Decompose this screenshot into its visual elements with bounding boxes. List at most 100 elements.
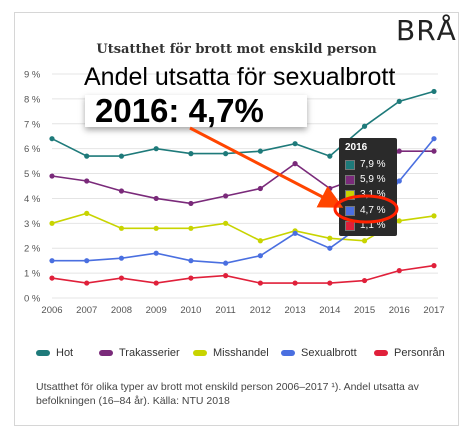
data-point <box>49 136 55 142</box>
legend-label-trakasserier: Trakasserier <box>119 347 180 359</box>
legend-label-personran: Personrån <box>394 347 445 359</box>
data-point <box>84 280 90 286</box>
data-point <box>431 148 437 154</box>
annotation-headline: Andel utsatta för sexualbrott <box>84 63 396 91</box>
legend-swatch-hot <box>36 350 50 356</box>
x-tick-label: 2016 <box>389 305 410 316</box>
y-tick-label: 2 % <box>24 244 41 255</box>
tooltip-swatch-misshandel <box>345 189 355 200</box>
data-point <box>396 218 402 224</box>
data-point <box>223 273 229 279</box>
y-tick-label: 4 % <box>24 194 41 205</box>
y-tick-label: 6 % <box>24 144 41 155</box>
data-point <box>49 173 55 179</box>
legend-item-trakasserier[interactable]: Trakasserier <box>99 345 180 361</box>
data-point <box>49 258 55 264</box>
legend-label-hot: Hot <box>56 347 74 359</box>
data-point <box>292 161 298 167</box>
tooltip-value-trakasserier: 5,9 % <box>360 174 386 185</box>
data-point <box>118 225 125 231</box>
data-point <box>153 280 159 286</box>
data-point <box>431 263 437 269</box>
data-point <box>431 136 437 142</box>
data-point <box>361 238 368 244</box>
y-tick-label: 8 % <box>24 94 41 105</box>
data-point <box>292 141 298 147</box>
y-tick-label: 3 % <box>24 219 41 230</box>
x-tick-label: 2011 <box>215 305 235 316</box>
x-tick-label: 2012 <box>250 305 271 316</box>
legend-item-sexualbrott[interactable]: Sexualbrott <box>281 345 357 361</box>
tooltip-row-hot: 7,9 % <box>345 158 386 171</box>
x-tick-label: 2008 <box>111 305 132 316</box>
y-tick-label: 0 % <box>24 294 41 305</box>
data-point <box>188 200 194 207</box>
data-point <box>223 220 229 226</box>
data-point <box>118 153 125 159</box>
chart-title: Utsatthet för brott mot enskild person <box>96 42 377 57</box>
legend-swatch-sexualbrott <box>281 350 295 356</box>
tooltip-swatch-hot <box>345 159 355 170</box>
y-tick-labels: 0 % 1 % 2 % 3 % 4 % 5 % 6 % 7 % 8 % 9 % <box>24 70 41 305</box>
data-point <box>188 151 194 157</box>
tooltip-swatch-personran <box>345 220 355 231</box>
x-tick-labels: 2006 2007 2008 2009 2010 2011 2012 2013 2014 2015… <box>41 305 444 316</box>
tooltip-value-misshandel: 3,1 % <box>360 189 386 200</box>
data-point <box>118 255 125 261</box>
y-tick-label: 1 % <box>24 269 41 280</box>
data-point <box>49 220 55 226</box>
annotation-shadow-box <box>85 95 307 127</box>
tooltip-row-personran: 1,1 % <box>345 219 386 232</box>
y-tick-label: 7 % <box>24 119 41 130</box>
data-point <box>396 268 402 274</box>
data-point <box>327 245 333 251</box>
series-line-2 <box>51 212 435 242</box>
legend-item-personran[interactable]: Personrån <box>374 345 445 361</box>
data-point <box>118 275 125 281</box>
x-tick-label: 2017 <box>423 305 444 316</box>
tooltip-row-misshandel: 3,1 % <box>345 188 386 201</box>
data-point <box>361 277 368 284</box>
data-point <box>257 238 263 244</box>
data-point <box>396 98 402 104</box>
hover-tooltip: 2016 7,9 % 5,9 % 3,1 % 4,7 % 1,1 % <box>339 138 397 236</box>
chart-footnote: Utsatthet för olika typer av brott mot e… <box>36 381 419 407</box>
data-point <box>257 148 263 154</box>
data-point <box>84 153 90 159</box>
x-tick-label: 2013 <box>285 305 306 316</box>
data-point <box>257 253 263 259</box>
tooltip-value-hot: 7,9 % <box>360 159 386 170</box>
legend-swatch-personran <box>374 350 388 356</box>
x-tick-label: 2006 <box>41 305 62 316</box>
data-point <box>327 153 333 159</box>
data-point <box>327 280 333 286</box>
data-point <box>431 88 437 95</box>
legend-label-sexualbrott: Sexualbrott <box>301 347 357 359</box>
tooltip-row-sexualbrott: 4,7 % <box>345 204 386 217</box>
data-point <box>84 258 90 264</box>
data-point <box>188 258 194 264</box>
y-tick-label: 9 % <box>24 70 41 81</box>
tooltip-row-trakasserier: 5,9 % <box>345 173 386 186</box>
chart-legend: Hot Trakasserier Misshandel Sexualbrott … <box>36 345 456 361</box>
data-point <box>84 210 90 216</box>
legend-item-misshandel[interactable]: Misshandel <box>193 345 269 361</box>
legend-swatch-misshandel <box>193 350 207 356</box>
data-point <box>153 195 159 202</box>
y-tick-label: 5 % <box>24 169 41 180</box>
x-tick-label: 2009 <box>146 305 167 316</box>
series-line-4 <box>51 264 435 284</box>
data-point <box>49 275 55 281</box>
x-tick-label: 2014 <box>319 305 340 316</box>
tooltip-value-personran: 1,1 % <box>360 220 386 231</box>
data-point <box>327 235 333 241</box>
x-tick-label: 2010 <box>180 305 201 316</box>
data-point <box>84 178 90 184</box>
data-point <box>153 225 159 231</box>
data-point <box>361 123 368 129</box>
data-point <box>396 178 402 184</box>
data-point <box>118 188 125 194</box>
data-point <box>431 213 437 219</box>
tooltip-swatch-trakasserier <box>345 174 355 185</box>
legend-item-hot[interactable]: Hot <box>36 345 73 361</box>
